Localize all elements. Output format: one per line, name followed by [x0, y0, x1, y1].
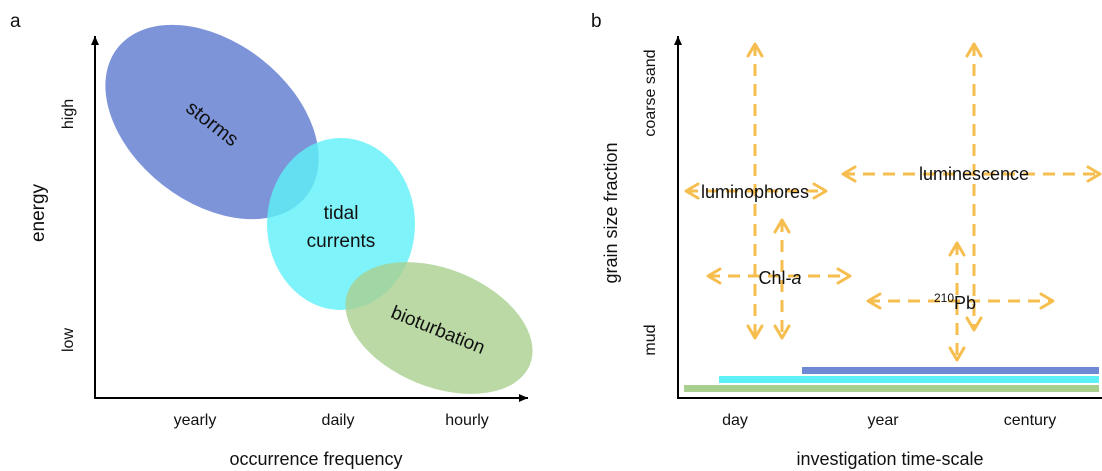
luminophores-vertical-arrow-head-start	[746, 42, 764, 58]
method-arrows	[684, 42, 1102, 362]
panel-b: b luminophores luminescence Chl-a 210Pb …	[591, 11, 1102, 469]
pb210-horizontal-arrow-head-start	[866, 292, 882, 310]
panel-b-xtick-year: year	[867, 412, 899, 429]
storms-timescale-bar	[802, 367, 1099, 374]
pb210-horizontal-arrow-head-end	[1039, 292, 1055, 310]
storms-region	[105, 24, 319, 220]
panel-a: a storms tidal currents bioturbation hig…	[10, 11, 533, 469]
pb210-vertical-arrow-head-end	[948, 346, 966, 362]
panel-a-xtick-yearly: yearly	[174, 412, 217, 429]
bioturbation-timescale-bar	[684, 385, 1099, 392]
pb210-vertical-arrow-head-start	[948, 241, 966, 257]
panel-b-xtick-day: day	[722, 412, 748, 429]
chl-a-base: Chl-	[758, 268, 791, 288]
luminophores-vertical-arrow-head-end	[746, 324, 764, 340]
chl-a-vertical-arrow-head-end	[773, 324, 791, 340]
chl-a-italic: a	[792, 268, 802, 288]
panel-a-xtick-hourly: hourly	[445, 412, 489, 429]
panel-b-xtick-century: century	[1004, 412, 1056, 429]
panel-b-letter: b	[591, 11, 602, 32]
panel-a-letter: a	[10, 11, 21, 32]
luminophores-horizontal-arrow-head-end	[812, 182, 828, 200]
panel-a-xtick-daily: daily	[322, 412, 355, 429]
panel-b-ytick-coarse-sand: coarse sand	[642, 49, 659, 136]
chl-a-horizontal-arrow-head-start	[706, 267, 722, 285]
tidal-timescale-bar	[719, 376, 1099, 383]
panel-b-ytick-mud: mud	[642, 324, 659, 355]
luminescence-horizontal-arrow-head-start	[841, 165, 857, 183]
panel-a-ytick-high: high	[60, 99, 77, 129]
chl-a-horizontal-arrow-head-end	[836, 267, 852, 285]
luminophores-label: luminophores	[701, 182, 809, 202]
pb210-base: Pb	[954, 293, 976, 313]
tidal-label-line2: currents	[307, 231, 376, 252]
bioturbation-region	[345, 262, 533, 394]
pb210-label: 210Pb	[934, 291, 976, 313]
panel-a-y-label: energy	[28, 183, 49, 242]
chl-a-label: Chl-a	[758, 268, 801, 288]
luminophores-horizontal-arrow-head-start	[684, 182, 700, 200]
luminescence-vertical-arrow-head-start	[965, 42, 983, 58]
luminescence-label: luminescence	[919, 164, 1029, 184]
panel-b-x-label: investigation time-scale	[796, 449, 983, 469]
panel-b-y-label: grain size fraction	[601, 142, 621, 283]
panel-a-ytick-low: low	[60, 328, 77, 352]
luminescence-vertical-arrow-head-end	[965, 316, 983, 332]
tidal-label-line1: tidal	[324, 203, 359, 224]
panel-a-x-label: occurrence frequency	[229, 449, 402, 469]
pb210-superscript: 210	[934, 291, 954, 305]
chl-a-vertical-arrow-head-start	[773, 218, 791, 234]
luminescence-horizontal-arrow-head-end	[1086, 165, 1102, 183]
